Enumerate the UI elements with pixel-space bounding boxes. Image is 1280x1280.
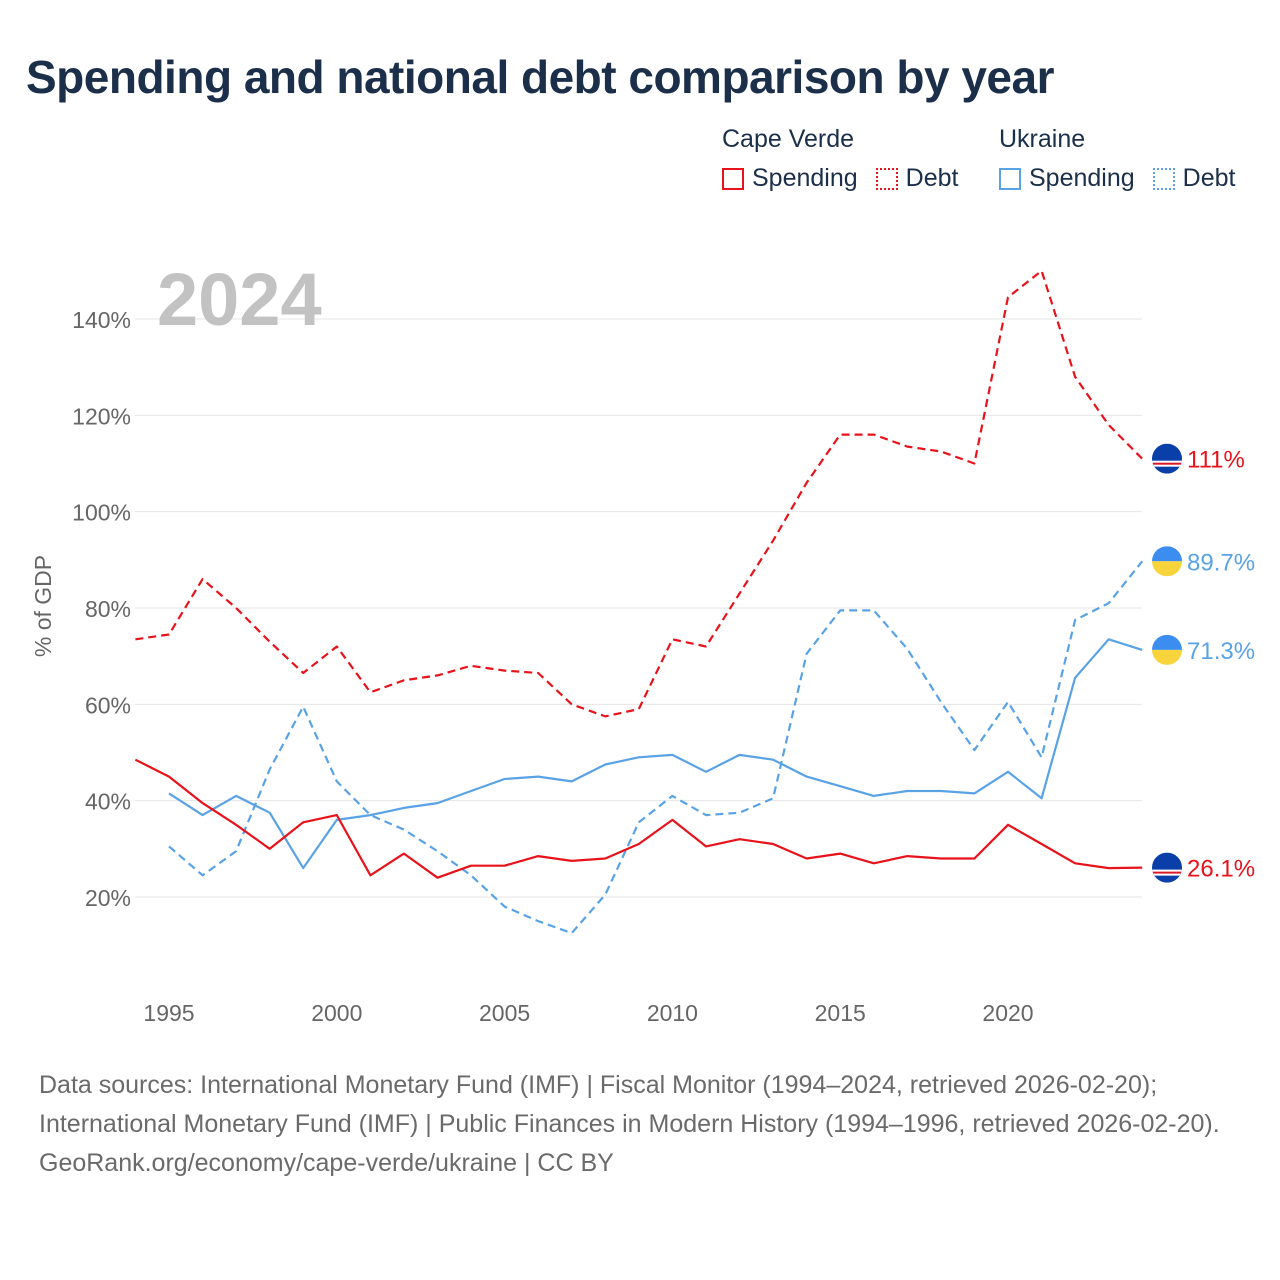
legend-item-cape-verde-spending[interactable]: Spending xyxy=(722,164,858,193)
flag-stripe-blue xyxy=(1152,634,1182,650)
legend-swatch-solid xyxy=(722,167,744,190)
y-tick-label: 100% xyxy=(72,500,131,526)
y-axis-label: % of GDP xyxy=(30,555,56,657)
x-tick-label: 2005 xyxy=(479,1000,530,1026)
cape-verde-flag-icon xyxy=(1152,852,1182,883)
line-chart: 20% 40% 60% 80% 100% 120% 140% 1995 2000 2005 2010… xyxy=(30,258,1255,1026)
y-tick-label: 120% xyxy=(72,403,131,429)
legend-group-cape-verde: Cape Verde Spending Debt xyxy=(722,122,976,193)
legend-group-name: Ukraine xyxy=(999,125,1086,153)
legend-label: Debt xyxy=(1182,164,1236,192)
legend-swatch-dotted xyxy=(875,167,898,190)
flag-body xyxy=(1152,634,1182,665)
y-tick-label: 80% xyxy=(85,596,131,622)
flag-stripe-red xyxy=(1152,462,1182,465)
x-tick-label: 2010 xyxy=(647,1000,698,1026)
y-tick-label: 40% xyxy=(85,789,131,815)
x-tick-label: 2020 xyxy=(982,1000,1033,1026)
end-value-label: 71.3% xyxy=(1187,638,1255,665)
x-tick-label: 2000 xyxy=(311,1000,362,1026)
legend-group-name: Cape Verde xyxy=(722,125,855,153)
end-value-label: 89.7% xyxy=(1187,549,1255,576)
data-sources-text: Data sources: International Monetary Fun… xyxy=(39,1071,1220,1138)
series-line-ukraine-debt xyxy=(168,560,1144,935)
series-line-cape-verde-spending xyxy=(134,758,1143,879)
flag-body xyxy=(1152,546,1182,577)
end-value-label: 111% xyxy=(1187,447,1245,474)
legend-swatch-solid xyxy=(999,167,1021,190)
end-value-label: 26.1% xyxy=(1187,856,1255,883)
legend-item-ukraine-debt[interactable]: Debt xyxy=(1152,164,1236,193)
flag-body xyxy=(1152,443,1182,474)
flag-field-blue xyxy=(1152,443,1182,474)
footer: Data sources: International Monetary Fun… xyxy=(39,1066,1239,1183)
year-watermark: 2024 xyxy=(157,258,322,341)
x-tick-label: 2015 xyxy=(815,1000,866,1026)
x-tick-label: 1995 xyxy=(143,1000,194,1026)
y-tick-label: 140% xyxy=(72,307,131,333)
y-tick-label: 60% xyxy=(85,692,131,718)
legend-label: Spending xyxy=(752,164,858,192)
ukraine-flag-icon xyxy=(1152,634,1182,665)
legend-item-ukraine-spending[interactable]: Spending xyxy=(999,164,1135,193)
legend-label: Debt xyxy=(905,164,959,192)
flag-body xyxy=(1152,852,1182,883)
legend-swatch-dotted xyxy=(1152,167,1175,190)
y-tick-label: 20% xyxy=(85,885,131,911)
flag-stripe-red xyxy=(1152,871,1182,874)
chart-title: Spending and national debt comparison by… xyxy=(26,51,1055,103)
flag-stripe-yellow xyxy=(1152,561,1182,577)
credit-link[interactable]: GeoRank.org/economy/cape-verde/ukraine |… xyxy=(39,1149,614,1177)
legend-group-ukraine: Ukraine Spending Debt xyxy=(999,122,1235,193)
series-line-ukraine-spending xyxy=(168,638,1143,870)
legend-label: Spending xyxy=(1029,164,1135,192)
ukraine-flag-icon xyxy=(1152,546,1182,577)
legend-item-cape-verde-debt[interactable]: Debt xyxy=(875,164,959,193)
cape-verde-flag-icon xyxy=(1152,443,1182,474)
flag-stripe-yellow xyxy=(1152,649,1182,665)
flag-stripe-blue xyxy=(1152,546,1182,562)
series-line-cape-verde-debt xyxy=(135,269,1143,718)
flag-field-blue xyxy=(1152,852,1182,883)
